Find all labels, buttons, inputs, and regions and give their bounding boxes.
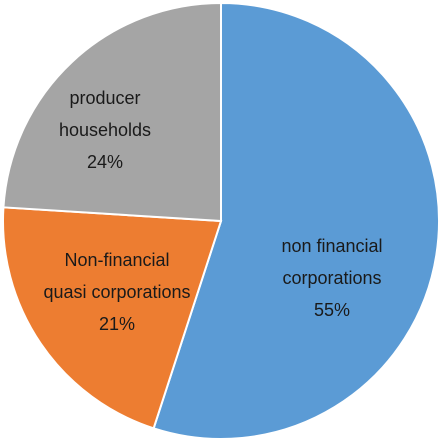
category-label: producer households <box>58 88 152 140</box>
slice-label: Non-financial quasi corporations 21% <box>42 244 192 340</box>
value-label: 21% <box>98 314 136 334</box>
value-label: 55% <box>313 300 351 320</box>
category-label: non financial corporations <box>281 236 383 288</box>
slice-label: producer households 24% <box>45 82 165 178</box>
pie-slice <box>152 1 440 439</box>
value-label: 24% <box>86 152 124 172</box>
pie-slice <box>2 1 222 223</box>
category-label: Non-financial quasi corporations <box>43 250 191 302</box>
slice-label: non financial corporations 55% <box>262 230 402 326</box>
pie-slice <box>2 206 223 430</box>
